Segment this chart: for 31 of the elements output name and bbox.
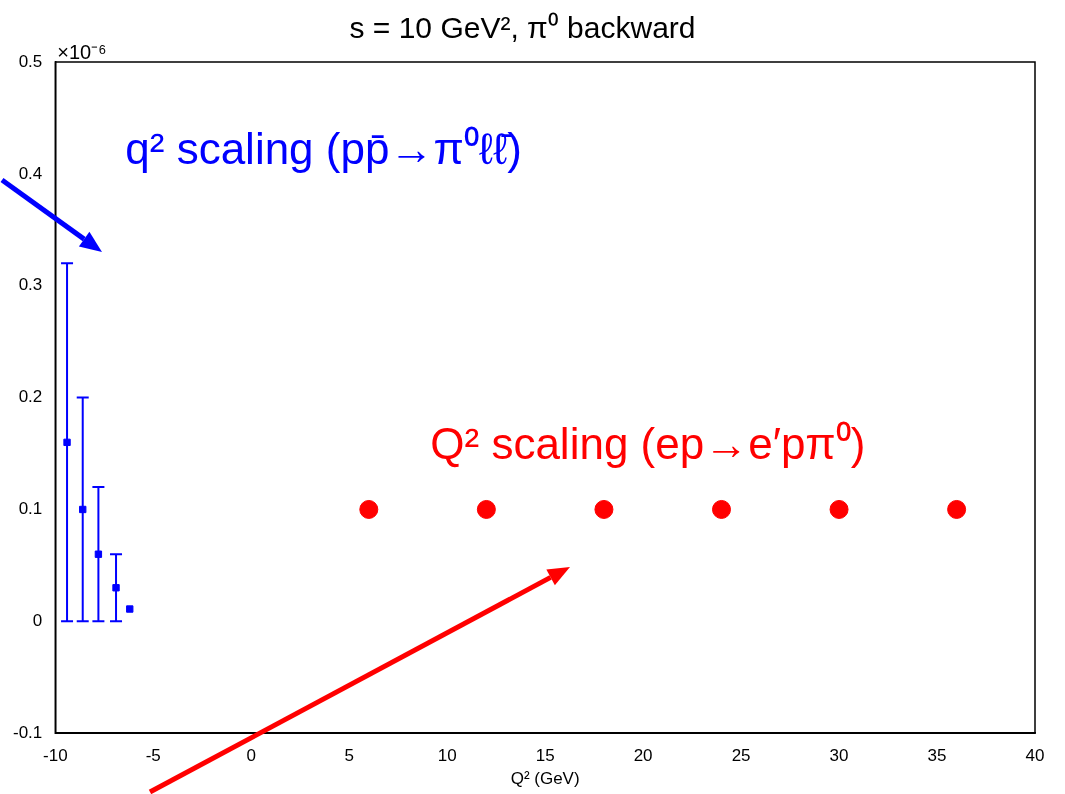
y-tick-label: 0.1 (18, 499, 43, 519)
y-tick-label: 0.4 (18, 163, 43, 183)
annotation: ×10⁻⁶ (57, 40, 107, 65)
point (476, 499, 496, 519)
point (126, 605, 134, 613)
annotation: q² scaling (pp̄→π⁰ℓℓ̄) (125, 123, 522, 175)
y-tick-label: 0.5 (18, 51, 43, 71)
x-tick-label: -5 (145, 746, 161, 766)
x-tick-label: -10 (43, 746, 68, 766)
y-tick-label: 0.2 (18, 387, 43, 407)
y-tick-label: 0 (32, 611, 43, 631)
x-tick-label: 30 (829, 746, 849, 766)
annotation: Q² scaling (ep→e′pπ⁰) (430, 418, 866, 470)
point (711, 499, 731, 519)
x-tick-label: 15 (535, 746, 555, 766)
point (947, 499, 967, 519)
chart-title: s = 10 GeV², π⁰ backward (349, 11, 696, 45)
point (359, 499, 379, 519)
point (594, 499, 614, 519)
x-tick-label: 0 (246, 746, 256, 766)
x-tick-label: 5 (344, 746, 354, 766)
y-tick-label: -0.1 (13, 722, 43, 742)
x-tick-label: 20 (633, 746, 653, 766)
x-axis-title: Q² (GeV) (510, 769, 580, 789)
x-tick-label: 25 (731, 746, 751, 766)
point (112, 584, 120, 592)
x-tick-label: 35 (927, 746, 947, 766)
x-tick-label: 40 (1025, 746, 1045, 766)
y-tick-label: 0.3 (18, 275, 43, 295)
point (829, 499, 849, 519)
x-tick-label: 10 (437, 746, 457, 766)
